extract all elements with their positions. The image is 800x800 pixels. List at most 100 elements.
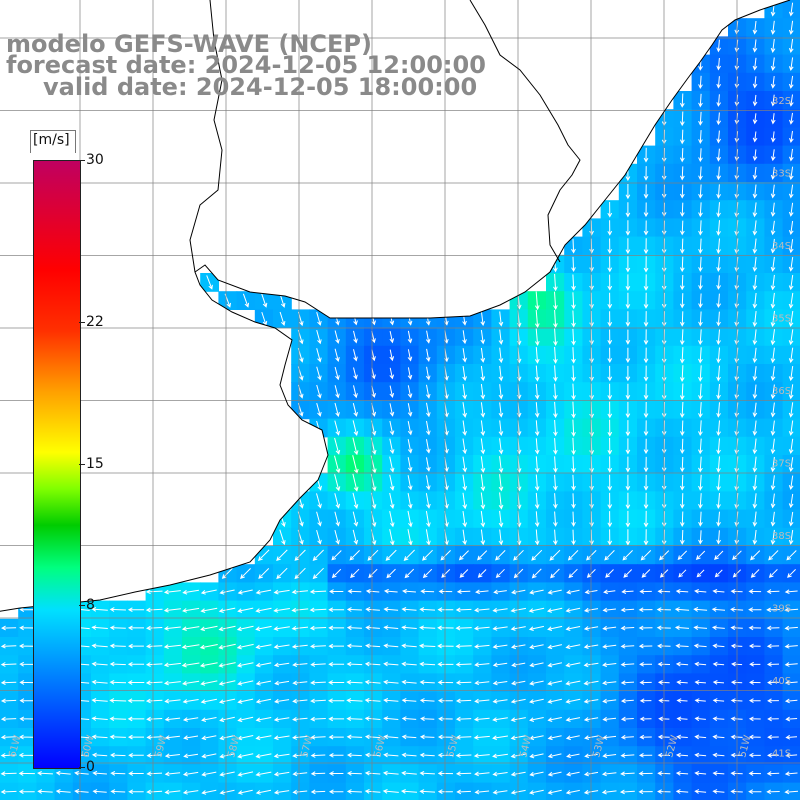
wind-arrow (352, 402, 358, 417)
wind-arrow (752, 292, 758, 309)
wind-arrow (698, 93, 703, 108)
wind-arrow (770, 366, 776, 382)
wind-arrow (528, 625, 545, 631)
wind-arrow (367, 549, 379, 561)
wind-arrow (276, 567, 288, 580)
wind-arrow (182, 680, 200, 686)
wind-arrow (426, 402, 431, 418)
wind-arrow (643, 274, 649, 291)
wind-arrow (789, 94, 794, 107)
wind-arrow (401, 607, 417, 612)
wind-arrow (605, 569, 614, 578)
wind-arrow (389, 349, 395, 362)
wind-arrow (334, 402, 340, 418)
wind-arrow (752, 329, 758, 346)
wind-arrow (181, 662, 200, 668)
wind-arrow (602, 680, 617, 686)
wind-arrow (426, 457, 431, 472)
wind-arrow (273, 753, 290, 759)
wind-arrow (386, 568, 396, 579)
wind-arrow (462, 456, 468, 473)
wind-arrow (455, 643, 472, 649)
wind-arrow (480, 384, 486, 400)
wind-arrow (127, 625, 144, 631)
wind-arrow (639, 734, 652, 740)
wind-arrow (201, 771, 217, 777)
wind-arrow (602, 625, 617, 631)
wind-arrow (534, 420, 540, 437)
wind-arrow (529, 589, 544, 595)
wind-arrow (163, 644, 181, 649)
wind-arrow (752, 384, 758, 400)
wind-arrow (788, 475, 794, 491)
wind-arrow (607, 511, 613, 528)
wind-arrow (407, 421, 413, 436)
wind-arrow (674, 625, 690, 631)
wind-arrow (364, 789, 381, 794)
wind-arrow (19, 625, 35, 631)
wind-arrow (679, 129, 685, 145)
wind-arrow (770, 456, 776, 473)
wind-arrow (407, 439, 413, 454)
wind-arrow (770, 475, 776, 491)
wind-arrow (788, 274, 794, 291)
wind-arrow (643, 220, 649, 236)
wind-arrow (571, 419, 576, 437)
wind-arrow (510, 698, 526, 704)
wind-arrow (109, 716, 127, 722)
wind-arrow (716, 293, 722, 309)
wind-arrow (643, 202, 649, 218)
wind-arrow (498, 529, 504, 546)
wind-arrow (437, 607, 454, 613)
wind-arrow (474, 607, 490, 613)
wind-arrow (694, 770, 707, 776)
wind-arrow (768, 550, 779, 561)
wind-arrow (279, 311, 286, 326)
wind-arrow (529, 735, 544, 741)
wind-arrow (571, 474, 576, 491)
wind-arrow (474, 789, 490, 795)
wind-arrow (437, 771, 454, 776)
wind-arrow (146, 789, 163, 795)
wind-arrow (328, 661, 345, 667)
wind-arrow (437, 643, 454, 649)
colorbar (33, 160, 81, 769)
wind-arrow (37, 789, 53, 794)
wind-arrow (788, 457, 794, 473)
wind-arrow (607, 274, 613, 291)
border-line-west (189, 0, 223, 273)
wind-arrow (127, 698, 145, 704)
wind-arrow (679, 493, 685, 509)
wind-arrow (565, 626, 581, 631)
wind-arrow (292, 698, 308, 704)
wind-arrow (571, 529, 576, 546)
wind-arrow (389, 403, 395, 417)
wind-arrow (698, 456, 703, 473)
wind-arrow (767, 734, 779, 740)
wind-arrow (316, 402, 322, 417)
wind-arrow (547, 753, 562, 759)
wind-arrow (752, 166, 758, 180)
wind-arrow (455, 734, 472, 740)
wind-arrow (419, 770, 435, 776)
wind-arrow (784, 643, 798, 649)
wind-arrow (201, 789, 217, 795)
wind-arrow (425, 330, 431, 344)
wind-arrow (274, 680, 290, 686)
wind-arrow (698, 238, 703, 254)
wind-arrow (407, 330, 413, 344)
wind-arrow (625, 438, 631, 455)
wind-arrow (498, 474, 504, 492)
wind-arrow (310, 680, 326, 686)
wind-arrow (679, 365, 685, 383)
wind-arrow (770, 493, 776, 509)
wind-arrow (401, 698, 417, 703)
wind-arrow (274, 698, 290, 704)
wind-arrow (389, 330, 395, 344)
wind-arrow (255, 789, 272, 795)
wind-arrow (219, 753, 235, 759)
wind-arrow (109, 607, 126, 612)
wind-arrow (492, 607, 508, 613)
wind-arrow (200, 589, 217, 595)
wind-arrow (716, 474, 721, 491)
